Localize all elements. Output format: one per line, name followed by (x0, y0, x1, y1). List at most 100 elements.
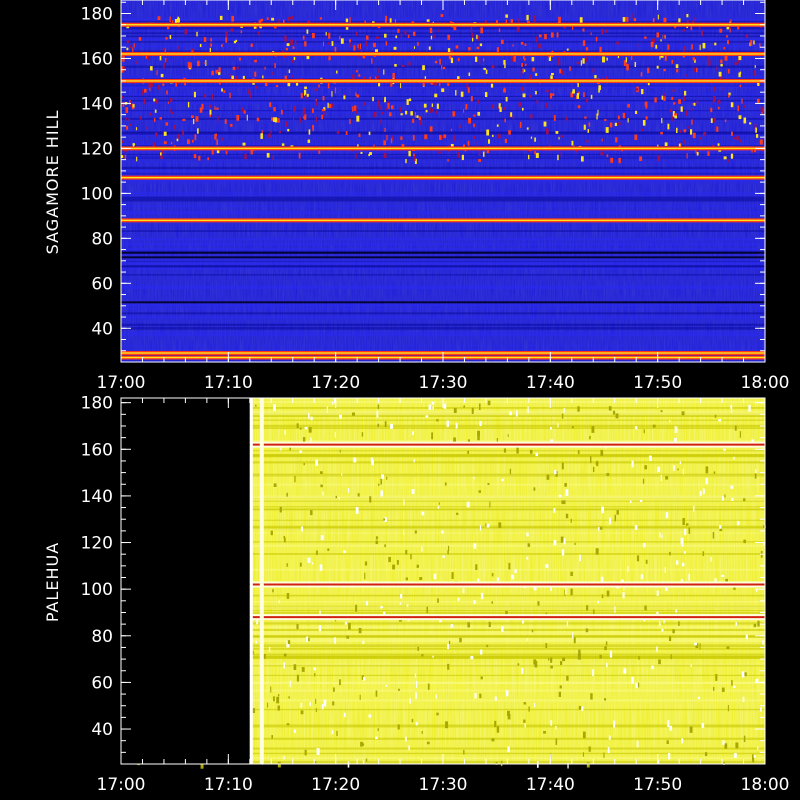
heatmap-speck (400, 593, 403, 599)
heatmap-speck (422, 81, 425, 87)
heatmap-speck (496, 437, 499, 444)
heatmap-band (121, 85, 765, 89)
heatmap-speck (363, 676, 366, 681)
heatmap-speck (349, 17, 351, 23)
heatmap-speck (521, 668, 524, 674)
heatmap-speck (669, 109, 673, 113)
heatmap-speck (645, 104, 648, 109)
heatmap-speck (570, 518, 572, 523)
heatmap-speck (639, 499, 643, 503)
heatmap-band (121, 169, 765, 172)
heatmap-speck (694, 642, 698, 646)
bright-band (121, 441, 765, 448)
heatmap-speck (381, 111, 384, 115)
heatmap-speck (564, 589, 566, 596)
heatmap-speck (314, 88, 318, 91)
heatmap-band (121, 625, 765, 629)
heatmap-speck (730, 409, 733, 413)
heatmap-speck (340, 38, 344, 44)
heatmap-speck (243, 110, 246, 114)
heatmap-band (121, 664, 765, 667)
heatmap-speck (132, 143, 136, 146)
heatmap-speck (634, 61, 637, 67)
heatmap-speck (443, 403, 447, 409)
heatmap-speck (293, 56, 296, 61)
heatmap-speck (599, 46, 602, 53)
heatmap-speck (715, 674, 718, 681)
heatmap-speck (376, 36, 379, 39)
heatmap-speck (148, 81, 152, 88)
heatmap-speck (306, 636, 309, 642)
heatmap-speck (155, 99, 159, 104)
heatmap-speck (717, 106, 720, 110)
heatmap-speck (311, 33, 315, 39)
heatmap-speck (304, 749, 307, 756)
heatmap-speck (511, 56, 515, 62)
heatmap-speck (364, 101, 366, 106)
heatmap-speck (401, 64, 405, 67)
heatmap-speck (644, 605, 647, 611)
heatmap-speck (585, 47, 589, 51)
heatmap-speck (291, 15, 294, 20)
y-tick-label: 40 (91, 720, 113, 740)
heatmap-speck (186, 139, 190, 144)
heatmap-speck (187, 61, 191, 68)
heatmap-speck (268, 647, 271, 652)
heatmap-speck (322, 110, 325, 117)
heatmap-speck (273, 404, 276, 412)
heatmap-speck (521, 107, 524, 111)
heatmap-speck (666, 740, 669, 745)
heatmap-speck (696, 100, 699, 105)
heatmap-speck (198, 155, 201, 161)
heatmap-speck (316, 550, 318, 555)
heatmap-speck (580, 156, 584, 162)
heatmap-speck (734, 62, 738, 65)
heatmap-speck (735, 622, 737, 626)
heatmap-speck (189, 62, 192, 69)
heatmap-speck (532, 67, 535, 72)
heatmap-speck (678, 18, 681, 23)
heatmap-speck (508, 562, 511, 570)
heatmap-speck (634, 426, 638, 430)
heatmap-speck (726, 55, 728, 61)
heatmap-speck (592, 669, 594, 676)
heatmap-speck (485, 69, 488, 74)
heatmap-speck (705, 466, 709, 474)
heatmap-speck (175, 81, 178, 87)
heatmap-speck (390, 423, 393, 429)
heatmap-speck (574, 542, 576, 545)
heatmap-speck (546, 129, 549, 135)
heatmap-speck (685, 74, 687, 77)
panel-bottom-yticks: 40 60 80 100 120 140 160 180 (81, 394, 765, 753)
heatmap-speck (314, 761, 317, 764)
heatmap-speck (360, 151, 363, 154)
heatmap-speck (126, 125, 129, 130)
heatmap-speck (714, 578, 717, 582)
heatmap-speck (495, 761, 498, 765)
heatmap-speck (302, 110, 305, 116)
heatmap-speck (355, 107, 358, 114)
heatmap-band (121, 637, 765, 641)
heatmap-speck (455, 90, 457, 96)
heatmap-band (121, 606, 765, 609)
heatmap-speck (721, 85, 723, 92)
heatmap-speck (733, 456, 735, 460)
heatmap-band (121, 145, 765, 147)
heatmap-speck (753, 40, 755, 45)
heatmap-speck (306, 55, 310, 60)
heatmap-speck (660, 132, 663, 135)
heatmap-speck (486, 523, 490, 528)
heatmap-speck (205, 60, 207, 66)
heatmap-speck (262, 75, 264, 79)
y-tick-label: 100 (81, 580, 113, 600)
heatmap-speck (442, 555, 446, 558)
heatmap-speck (760, 106, 764, 112)
heatmap-speck (473, 600, 476, 605)
heatmap-speck (719, 28, 723, 33)
heatmap-speck (417, 42, 419, 46)
heatmap-speck (582, 40, 586, 46)
heatmap-speck (376, 75, 379, 79)
heatmap-speck (269, 102, 272, 108)
y-tick-label: 80 (91, 229, 113, 249)
heatmap-speck (339, 679, 341, 686)
